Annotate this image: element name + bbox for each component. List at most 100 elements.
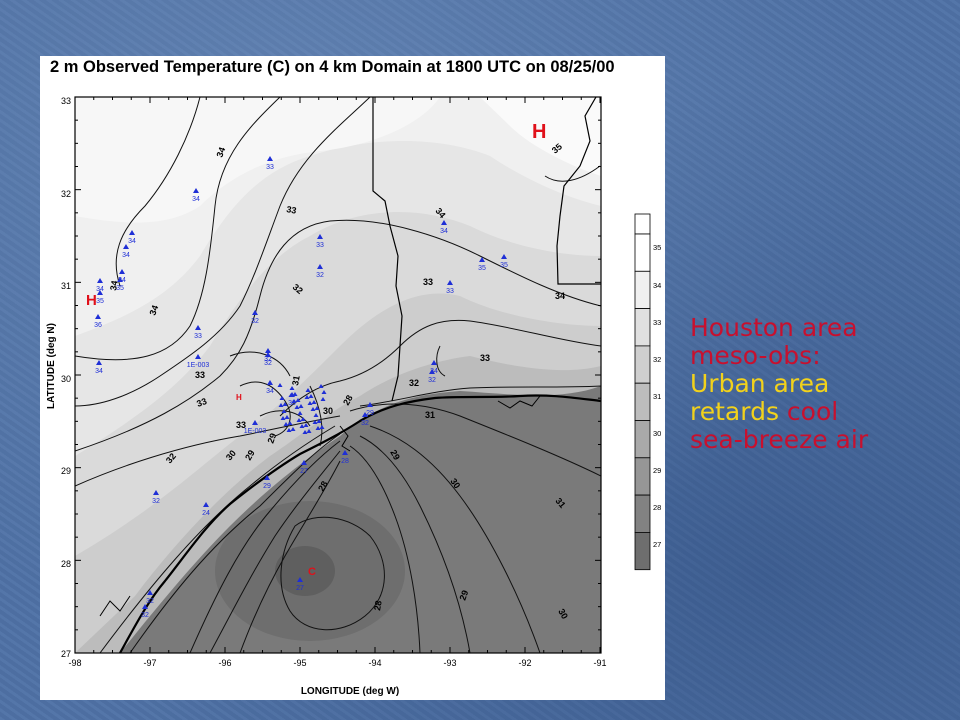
colorbar-tick: 35 bbox=[653, 243, 661, 252]
station-marker: 29 bbox=[366, 402, 374, 417]
station-triangle-icon bbox=[431, 360, 437, 365]
station-value: 29 bbox=[366, 410, 374, 417]
station-marker: 27 bbox=[300, 460, 308, 475]
station-observations: 3334343434353435333234353533363432333232… bbox=[94, 156, 508, 619]
station-triangle-icon bbox=[295, 398, 301, 402]
x-tick-labels: -98 -97 -96 -95 -94 -93 -92 -91 bbox=[68, 658, 606, 668]
station-triangle-icon bbox=[123, 244, 129, 249]
station-marker: 32 bbox=[264, 352, 272, 367]
map-title: 2 m Observed Temperature (C) on 4 km Dom… bbox=[50, 58, 615, 76]
station-value: 32 bbox=[251, 318, 259, 325]
contour-label: 34 bbox=[433, 206, 447, 220]
x-tick-label: -94 bbox=[368, 658, 381, 668]
station-triangle-icon bbox=[267, 156, 273, 161]
station-value: 35 bbox=[116, 285, 124, 292]
contour-label: 33 bbox=[286, 204, 298, 216]
y-tick-label: 31 bbox=[61, 281, 71, 291]
contour-label: 32 bbox=[291, 282, 305, 296]
contour-label: 31 bbox=[425, 410, 435, 420]
station-triangle-icon bbox=[314, 406, 320, 410]
x-tick-label: -96 bbox=[218, 658, 231, 668]
station-triangle-icon bbox=[95, 314, 101, 319]
station-marker: 33 bbox=[266, 156, 274, 171]
station-value: 34 bbox=[430, 368, 438, 375]
cold-marker: C bbox=[308, 566, 316, 578]
station-triangle-icon bbox=[195, 325, 201, 330]
station-value: 36 bbox=[94, 322, 102, 329]
station-triangle-icon bbox=[320, 397, 326, 401]
station-value: 33 bbox=[194, 333, 202, 340]
station-value: 32 bbox=[146, 598, 154, 605]
station-marker: 34 bbox=[128, 230, 136, 245]
station-value: 29 bbox=[263, 483, 271, 490]
contour-label: 30 bbox=[448, 476, 462, 490]
station-triangle-icon bbox=[267, 380, 273, 385]
station-triangle-icon bbox=[299, 424, 305, 428]
station-triangle-icon bbox=[284, 415, 290, 419]
colorbar-swatch bbox=[634, 308, 651, 347]
contour-label: 33 bbox=[195, 370, 205, 380]
station-value: 32 bbox=[264, 360, 272, 367]
station-triangle-icon bbox=[203, 502, 209, 507]
station-triangle-icon bbox=[281, 409, 287, 413]
colorbar: 35 34 33 32 31 30 29 28 27 bbox=[634, 213, 661, 571]
station-triangle-icon bbox=[294, 405, 300, 409]
station-value: 34 bbox=[122, 252, 130, 259]
station-triangle-icon bbox=[289, 386, 295, 390]
colorbar-tick: 34 bbox=[653, 281, 661, 290]
station-marker: 1E-003 bbox=[187, 354, 209, 369]
colorbar-tick: 31 bbox=[653, 392, 661, 401]
station-triangle-icon bbox=[303, 423, 309, 427]
station-triangle-icon bbox=[129, 230, 135, 235]
station-triangle-icon bbox=[288, 393, 294, 397]
station-marker: 27 bbox=[296, 577, 304, 592]
boundaries bbox=[99, 97, 601, 653]
station-triangle-icon bbox=[265, 352, 271, 357]
x-tick-label: -98 bbox=[68, 658, 81, 668]
station-triangle-icon bbox=[96, 360, 102, 365]
x-axis-label: LONGITUDE (deg W) bbox=[301, 686, 399, 697]
x-tick-label: -91 bbox=[593, 658, 606, 668]
station-marker: 33 bbox=[316, 234, 324, 249]
contour-label: 34 bbox=[108, 280, 120, 292]
station-marker: 35 bbox=[500, 254, 508, 269]
contour-label: 28 bbox=[341, 393, 355, 407]
contour-label: 30 bbox=[323, 406, 333, 416]
station-value: 34 bbox=[95, 368, 103, 375]
station-value: 27 bbox=[296, 585, 304, 592]
station-triangle-icon bbox=[342, 450, 348, 455]
contour-label: 29 bbox=[388, 448, 402, 462]
station-triangle-icon bbox=[501, 254, 507, 259]
station-marker: 35 bbox=[116, 277, 124, 292]
caption-line-1: Houston area bbox=[690, 313, 858, 342]
x-tick-label: -92 bbox=[518, 658, 531, 668]
station-value: 27 bbox=[300, 468, 308, 475]
y-tick-label: 29 bbox=[61, 466, 71, 476]
station-triangle-icon bbox=[367, 402, 373, 407]
station-triangle-icon bbox=[195, 354, 201, 359]
station-triangle-icon bbox=[290, 427, 296, 431]
colorbar-tick: 30 bbox=[653, 429, 661, 438]
station-value: 34 bbox=[128, 238, 136, 245]
contour-labels: 35 34 34 34 34 34 33 33 33 33 33 33 32 3… bbox=[108, 141, 570, 620]
station-triangle-icon bbox=[277, 383, 283, 387]
station-triangle-icon bbox=[297, 577, 303, 582]
caption-line-3: Urban area bbox=[690, 369, 830, 398]
colorbar-swatch bbox=[634, 531, 651, 571]
contour-label: 33 bbox=[480, 353, 490, 363]
station-triangle-icon bbox=[287, 421, 293, 425]
station-triangle-icon bbox=[447, 280, 453, 285]
colorbar-tick: 32 bbox=[653, 355, 661, 364]
station-triangle-icon bbox=[304, 395, 310, 399]
station-triangle-icon bbox=[292, 392, 298, 396]
station-triangle-icon bbox=[283, 422, 289, 426]
station-triangle-icon bbox=[282, 402, 288, 406]
station-triangle-icon bbox=[142, 604, 148, 609]
station-triangle-icon bbox=[312, 420, 318, 424]
y-tick-label: 32 bbox=[61, 189, 71, 199]
station-triangle-icon bbox=[300, 417, 306, 421]
station-triangle-icon bbox=[321, 390, 327, 394]
temperature-map-figure: 2 m Observed Temperature (C) on 4 km Dom… bbox=[40, 56, 665, 700]
station-marker: 32 bbox=[141, 604, 149, 619]
caption-retards: retards bbox=[690, 397, 779, 426]
